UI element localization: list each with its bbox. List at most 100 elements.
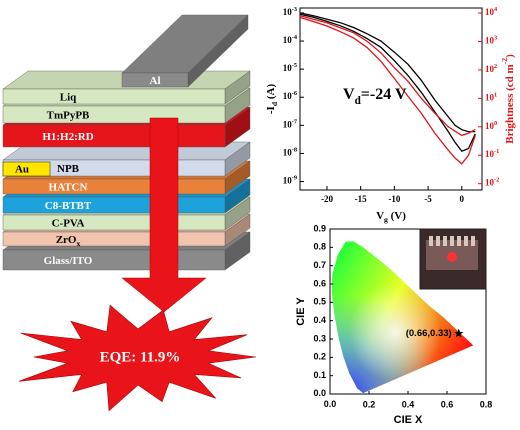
layer-label: HATCN — [49, 181, 88, 193]
tick-label: 10-9 — [283, 174, 297, 185]
tick-label: 102 — [485, 63, 497, 74]
tick-label: 10-8 — [283, 146, 297, 157]
tick-base: 10 — [485, 92, 495, 102]
superscript: -2 — [500, 58, 509, 65]
y2-axis-label: Brightness (cd m-2) — [500, 54, 515, 144]
tick-exp: -5 — [292, 62, 297, 69]
tick-exp: 0 — [494, 120, 497, 127]
tick-exp: -7 — [292, 118, 297, 125]
burst-label: EQE: 11.9% — [100, 349, 181, 365]
tick-label: 10-5 — [283, 62, 297, 73]
tick-label: 0.4 — [313, 315, 326, 325]
tick-base: 10 — [485, 121, 495, 131]
text-part: C8-BTBT — [45, 200, 92, 212]
text-part: Brightness (cd m — [504, 64, 516, 143]
layer-front — [2, 88, 226, 105]
tick-exp: -9 — [292, 174, 297, 181]
tick-label: 10-7 — [283, 118, 297, 129]
tick-base: 10 — [485, 149, 495, 159]
tick-label: 0.0 — [324, 399, 337, 409]
electrode — [2, 161, 51, 177]
tick-label: 0.8 — [313, 242, 326, 252]
tick-label: 0.2 — [313, 352, 326, 362]
subscript: d — [355, 95, 362, 107]
tick-base: 0.0 — [324, 399, 337, 409]
tick-base: 10 — [283, 176, 293, 186]
x-axis-label: CIE X — [394, 414, 423, 426]
tick-base: 10 — [283, 7, 293, 17]
curve — [299, 12, 476, 133]
tick-label: 0 — [460, 194, 465, 204]
tick-exp: -2 — [494, 177, 499, 184]
y-axis-label: -Id (A) — [265, 84, 280, 115]
text-part: NPB — [57, 163, 80, 175]
tick-base: 10 — [485, 36, 495, 46]
layer-label: TmPyPB — [47, 109, 90, 121]
text-part: (V) — [388, 210, 406, 222]
subscript: x — [76, 239, 80, 248]
x-axis-label: Vg (V) — [376, 210, 406, 225]
starburst — [18, 304, 257, 412]
tick-exp: -3 — [292, 6, 297, 13]
plot-frame — [299, 7, 483, 191]
curve — [299, 15, 476, 137]
tick-exp: -1 — [494, 148, 499, 155]
text-part: HATCN — [49, 181, 88, 193]
tick-label: 0.9 — [313, 223, 326, 233]
inset-pad — [436, 236, 440, 246]
tick-label: 0.3 — [313, 333, 326, 343]
tick-label: 0.7 — [313, 260, 326, 270]
tick-base: 10 — [283, 91, 293, 101]
layer-front — [121, 72, 189, 88]
curve — [299, 16, 476, 165]
tick-label: 0.5 — [313, 297, 326, 307]
text-part: H1:H2:RD — [42, 131, 93, 143]
layer-front — [2, 105, 226, 124]
inset-pad — [471, 236, 475, 246]
tick-label: -15 — [355, 194, 367, 204]
point-label: (0.66,0.33) — [406, 328, 452, 339]
arrow — [121, 117, 207, 313]
layer-label: Al — [150, 75, 161, 87]
tick-exp: -8 — [292, 146, 297, 153]
layer-front — [2, 196, 226, 214]
layer-label: Liq — [60, 91, 77, 103]
layer-label: NPB — [57, 163, 80, 175]
tick-label: 0.2 — [363, 399, 376, 409]
layer-label: C8-BTBT — [45, 200, 92, 212]
tick-label: -20 — [321, 194, 333, 204]
inset-pad — [457, 236, 461, 246]
tick-exp: 1 — [494, 91, 497, 98]
tick-base: 10 — [485, 178, 495, 188]
text-part: Liq — [60, 91, 77, 103]
tick-label: 0.8 — [480, 399, 493, 409]
tick-label: 100 — [485, 120, 497, 131]
tick-base: 10 — [283, 148, 293, 158]
tick-label: -10 — [388, 194, 400, 204]
tick-label: 0.0 — [313, 388, 326, 398]
point — [453, 328, 464, 338]
layer-label: C-PVA — [52, 217, 85, 229]
layer-label: ZrOx — [56, 234, 81, 249]
tick-exp: 4 — [494, 6, 498, 13]
tick-exp: 3 — [494, 34, 497, 41]
tick-base: 10 — [283, 63, 293, 73]
inset-glow — [447, 252, 457, 262]
layer-front — [2, 231, 226, 247]
tick-base: 10 — [485, 64, 495, 74]
subscript: d — [270, 101, 279, 106]
inset-pad — [464, 236, 468, 246]
layer-front — [2, 214, 226, 231]
text-part: =-24 V — [361, 86, 407, 103]
tick-label: 0.4 — [402, 399, 415, 409]
layer-label: H1:H2:RD — [42, 131, 93, 143]
tick-label: 101 — [485, 91, 497, 102]
layer-front — [2, 178, 226, 195]
tick-label: 10-2 — [485, 177, 499, 188]
tick-label: 0.6 — [441, 399, 454, 409]
text-part: ) — [504, 54, 516, 58]
text-part: ZrO — [56, 234, 77, 246]
tick-base: 10 — [283, 119, 293, 129]
tick-label: 10-1 — [485, 148, 499, 159]
